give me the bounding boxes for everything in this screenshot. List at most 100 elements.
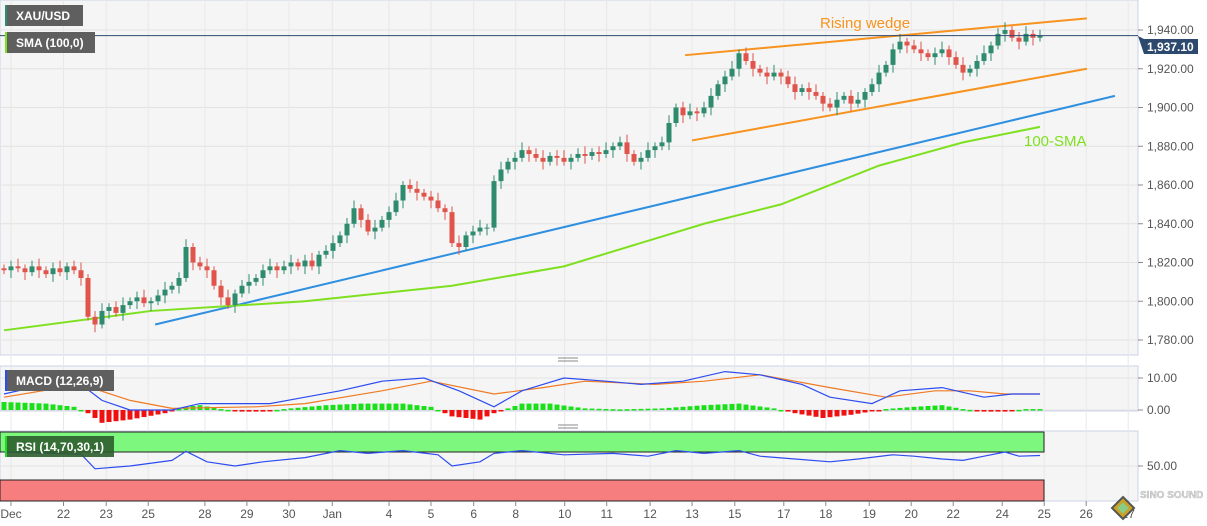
candle: [323, 245, 329, 259]
sma-legend[interactable]: SMA (100,0): [5, 32, 95, 53]
macd-histogram-bar: [806, 410, 812, 416]
macd-histogram-bar: [848, 410, 854, 415]
candle: [365, 214, 371, 236]
panel-resize-handle-rsi[interactable]: [558, 424, 578, 429]
macd-histogram-bar: [813, 410, 819, 417]
macd-panel[interactable]: [0, 365, 1139, 412]
macd-legend[interactable]: MACD (12,26,9): [5, 370, 114, 391]
candle: [883, 61, 889, 77]
candle-body: [1, 268, 7, 271]
candle: [722, 70, 728, 92]
macd-histogram-bar: [148, 410, 154, 416]
candle: [50, 262, 56, 282]
candle: [624, 134, 630, 162]
candle-body: [925, 53, 931, 58]
macd-histogram-bar: [309, 406, 315, 410]
macd-histogram-bar: [904, 407, 910, 410]
price-tick-label: 1,920.00: [1147, 62, 1194, 76]
candle-body: [330, 243, 336, 251]
candle: [708, 88, 714, 116]
candle-body: [169, 285, 175, 290]
macd-histogram-bar: [519, 403, 525, 410]
candle-body: [701, 107, 707, 114]
macd-histogram-bar: [169, 410, 175, 412]
candle-body: [561, 157, 567, 162]
rsi-legend[interactable]: RSI (14,70,30,1): [5, 436, 114, 457]
x-tick-label: 4: [386, 507, 393, 521]
candle: [652, 142, 658, 158]
candle-body: [449, 212, 455, 244]
macd-histogram-bar: [764, 407, 770, 410]
candle: [743, 47, 749, 65]
candle-body: [687, 111, 693, 116]
macd-histogram-bar: [379, 403, 385, 410]
candle: [211, 266, 217, 290]
macd-histogram-bar: [85, 410, 91, 414]
x-tick-label: 17: [777, 507, 791, 521]
x-tick-label: 13: [685, 507, 699, 521]
candle: [288, 254, 294, 275]
macd-histogram-bar: [729, 403, 735, 410]
candle-body: [456, 243, 462, 247]
macd-histogram-bar: [645, 408, 651, 411]
macd-histogram-bar: [127, 410, 133, 420]
candle: [1002, 22, 1008, 42]
candle-body: [435, 200, 441, 209]
candle: [911, 39, 917, 54]
candle: [729, 61, 735, 81]
price-tick-label: 1,820.00: [1147, 256, 1194, 270]
candle-body: [141, 297, 147, 304]
candle-body: [106, 307, 112, 311]
macd-histogram-bar: [253, 410, 259, 412]
candle-body: [400, 185, 406, 201]
candle-body: [225, 297, 231, 306]
macd-histogram-bar: [1009, 410, 1015, 412]
candle-body: [232, 293, 238, 306]
macd-histogram-bar: [358, 403, 364, 410]
macd-histogram-bar: [694, 405, 700, 410]
macd-histogram-bar: [750, 405, 756, 410]
macd-histogram-bar: [267, 410, 273, 412]
macd-histogram-bar: [463, 410, 469, 418]
candle: [43, 266, 49, 278]
candle: [631, 150, 637, 166]
candle-body: [218, 285, 224, 298]
macd-histogram-bar: [155, 410, 161, 415]
candle: [701, 101, 707, 118]
macd-histogram-bar: [820, 410, 826, 418]
candle: [281, 260, 287, 275]
macd-histogram-bar: [15, 402, 21, 410]
x-tick-label: 6: [470, 507, 477, 521]
macd-histogram-bar: [869, 410, 875, 412]
price-panel[interactable]: [0, 0, 1139, 356]
candle: [239, 279, 245, 298]
panel-resize-handle-macd[interactable]: [558, 357, 578, 362]
candle-body: [897, 41, 903, 50]
x-tick-label: 22: [57, 507, 71, 521]
macd-histogram-bar: [617, 409, 623, 411]
x-tick-label: 25: [1038, 507, 1052, 521]
candle: [512, 152, 518, 170]
candle: [428, 190, 434, 209]
macd-histogram-bar: [778, 410, 784, 412]
macd-histogram-bar: [911, 406, 917, 410]
candle: [659, 136, 665, 151]
candle: [295, 258, 301, 271]
symbol-legend[interactable]: XAU/USD: [5, 5, 83, 26]
candle: [8, 260, 14, 278]
candle-body: [904, 41, 910, 46]
candle: [155, 289, 161, 306]
candle-body: [806, 88, 812, 92]
macd-histogram-bar: [274, 409, 280, 412]
candle: [386, 206, 392, 228]
macd-histogram-bar: [477, 410, 483, 420]
candle: [400, 181, 406, 209]
macd-histogram-bar: [225, 409, 231, 412]
macd-histogram-bar: [120, 410, 126, 421]
candle-body: [729, 68, 735, 77]
candle-body: [624, 142, 630, 154]
macd-histogram-bar: [974, 410, 980, 412]
x-tick-label: 29: [240, 507, 254, 521]
candle-body: [946, 49, 952, 58]
